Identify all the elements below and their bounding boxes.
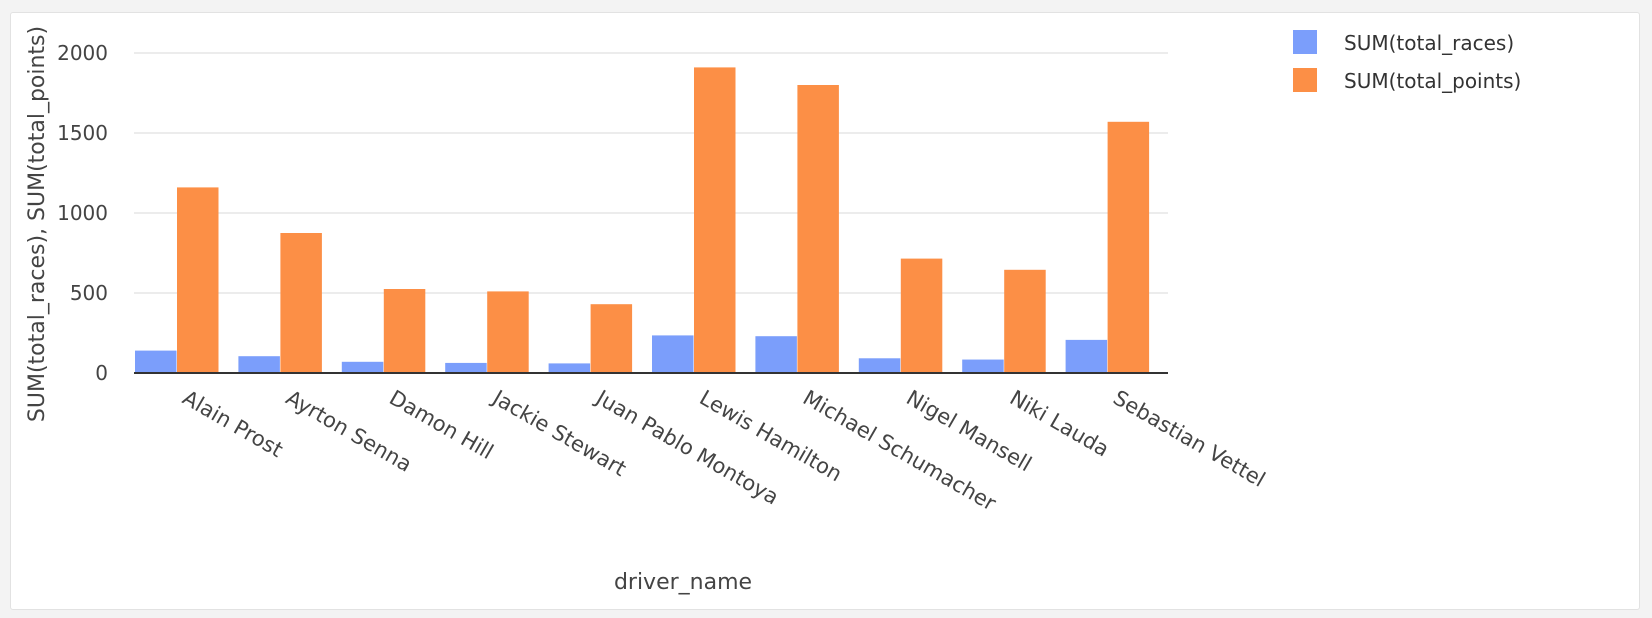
legend[interactable]: SUM(total_races) SUM(total_points) xyxy=(1293,30,1521,93)
bar-total-races[interactable] xyxy=(962,359,1004,373)
x-tick-label: Michael Schumacher xyxy=(799,386,1000,516)
legend-label[interactable]: SUM(total_races) xyxy=(1344,31,1514,55)
bar-total-races[interactable] xyxy=(1065,339,1108,373)
legend-label[interactable]: SUM(total_points) xyxy=(1344,69,1521,93)
bar-total-races[interactable] xyxy=(755,336,797,373)
bar-total-points[interactable] xyxy=(590,304,633,373)
legend-swatch xyxy=(1293,68,1317,92)
y-axis-title: SUM(total_races), SUM(total_points) xyxy=(25,26,50,422)
y-tick-label: 1000 xyxy=(57,201,108,225)
y-tick-label: 0 xyxy=(95,361,108,385)
bar-total-points[interactable] xyxy=(1107,121,1150,373)
bar-total-races[interactable] xyxy=(341,361,384,373)
y-tick-label: 2000 xyxy=(57,41,108,65)
y-tick-label: 500 xyxy=(70,281,108,305)
bar-total-races[interactable] xyxy=(135,350,177,373)
x-tick-label: Juan Pablo Montoya xyxy=(590,385,782,510)
x-tick-label: Alain Prost xyxy=(179,386,287,462)
bar-total-points[interactable] xyxy=(383,289,426,373)
x-tick-label: Sebastian Vettel xyxy=(1109,386,1269,492)
bar-total-points[interactable] xyxy=(900,258,943,373)
bar-total-races[interactable] xyxy=(652,335,694,373)
bar-total-races[interactable] xyxy=(238,356,280,373)
bar-total-races[interactable] xyxy=(445,362,487,373)
bar-total-points[interactable] xyxy=(280,233,322,373)
y-tick-label: 1500 xyxy=(57,121,108,145)
bar-total-points[interactable] xyxy=(797,85,839,373)
legend-swatch xyxy=(1293,30,1317,54)
bar-total-races[interactable] xyxy=(858,358,901,373)
bar-total-points[interactable] xyxy=(694,67,736,374)
bar-total-points[interactable] xyxy=(177,187,219,373)
y-axis-ticks: 0 500 1000 1500 2000 xyxy=(57,41,108,385)
bar-total-points[interactable] xyxy=(487,291,529,373)
bar-total-races[interactable] xyxy=(548,363,591,373)
bar-total-points[interactable] xyxy=(1004,269,1046,373)
x-axis-title: driver_name xyxy=(614,570,752,595)
bars xyxy=(135,67,1150,374)
